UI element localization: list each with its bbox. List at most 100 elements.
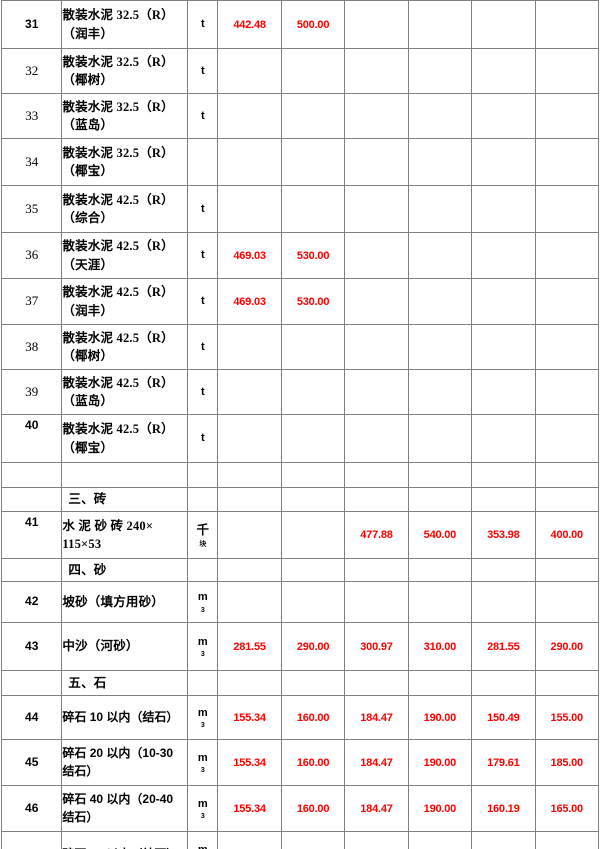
price-value-cell: 500.00 xyxy=(280,0,346,49)
price-value-cell xyxy=(534,487,600,512)
table-row: 四、砂 xyxy=(0,558,600,582)
unit-main: m xyxy=(197,797,208,810)
unit-main: m xyxy=(198,844,208,849)
price-value-cell xyxy=(280,511,346,559)
price-value-cell xyxy=(217,462,282,488)
row-index-cell: 31 xyxy=(0,0,63,49)
price-value-cell xyxy=(471,558,536,582)
price-value-cell: 185.00 xyxy=(534,739,600,786)
unit-cell: t xyxy=(187,0,219,49)
price-value-cell xyxy=(407,138,473,186)
price-value-cell xyxy=(280,324,346,370)
price-value-cell: 184.47 xyxy=(344,831,409,849)
price-value-cell: 160.00 xyxy=(280,785,346,832)
price-value-cell: 179.61 xyxy=(471,739,536,786)
price-value-cell xyxy=(217,581,282,623)
table-row: 39 散装水泥 42.5（R） （蓝岛） t xyxy=(0,369,600,415)
price-value-cell: 290.00 xyxy=(280,622,346,671)
price-value-cell xyxy=(344,414,409,463)
price-value-cell xyxy=(407,232,473,279)
price-value-cell xyxy=(344,232,409,279)
price-value-cell: 155.00 xyxy=(534,695,600,740)
price-value-cell xyxy=(217,670,282,696)
row-index-cell: 32 xyxy=(0,48,63,94)
row-index-cell: 40 xyxy=(0,414,63,463)
price-value-cell: 190.00 xyxy=(407,785,473,832)
price-value-cell xyxy=(344,48,409,94)
price-value-cell xyxy=(344,487,409,512)
unit-cell: t xyxy=(187,232,219,279)
price-value-cell: 530.00 xyxy=(280,232,346,279)
price-value-cell xyxy=(471,487,536,512)
price-value-cell xyxy=(407,185,473,233)
item-name-line-1: 碎石 20 以内（10-30 xyxy=(62,746,174,761)
item-name-cell: 碎石 40 以内（20-40 结石） xyxy=(61,785,189,832)
price-value-cell: 353.98 xyxy=(471,511,536,559)
unit-main: t xyxy=(200,109,205,122)
price-value-cell xyxy=(217,487,282,512)
item-name-cell: 碎石 80 以内（结石） xyxy=(61,831,189,849)
price-value-cell xyxy=(407,558,473,582)
unit-cell xyxy=(187,558,219,582)
price-value-cell: 469.03 xyxy=(217,278,282,325)
item-name-line-2: （椰树） xyxy=(62,73,114,87)
table-row: 46 碎石 40 以内（20-40 结石） m 3 155.34 160.00 184.47 1… xyxy=(0,785,600,832)
item-name-line-1: 散装水泥 32.5（R） xyxy=(62,99,174,114)
price-value-cell: 215.00 xyxy=(534,831,600,849)
item-name-line-1: 散装水泥 42.5（R） xyxy=(62,239,174,254)
item-name-cell: 碎石 20 以内（10-30 结石） xyxy=(61,739,189,786)
price-value-cell xyxy=(534,581,600,623)
price-value-cell xyxy=(534,278,600,325)
price-value-cell: 300.97 xyxy=(344,622,409,671)
price-value-cell xyxy=(407,462,473,488)
price-value-cell xyxy=(280,93,346,139)
price-value-cell xyxy=(344,0,409,49)
item-name-line-1: 散装水泥 42.5（R） xyxy=(62,375,174,390)
price-value-cell xyxy=(471,581,536,623)
row-index-cell xyxy=(0,670,63,696)
price-value-cell: 155.34 xyxy=(217,739,282,786)
table-row: 44 碎石 10 以内（结石） m 3 155.34 160.00 184.47 190.00… xyxy=(0,695,600,740)
table-row: 40 散装水泥 42.5（R） （椰宝） t xyxy=(0,414,600,463)
item-name-line-1: 水 泥 砂 砖 240× xyxy=(62,518,154,533)
item-name-line-1: 碎石 80 以内（结石） xyxy=(63,846,187,849)
price-value-cell: 160.19 xyxy=(471,785,536,832)
row-index-cell: 43 xyxy=(0,622,63,671)
item-name-cell: 散装水泥 42.5（R） （天涯） xyxy=(61,232,189,279)
price-value-cell xyxy=(407,670,473,696)
price-value-cell xyxy=(534,93,600,139)
section-header-cell: 四、砂 xyxy=(61,558,189,582)
row-index-cell: 38 xyxy=(0,324,63,370)
unit-main: m xyxy=(197,591,208,604)
price-value-cell xyxy=(471,93,536,139)
unit-exponent: 3 xyxy=(200,606,205,614)
unit-cell: 千块 xyxy=(187,511,219,559)
row-index-cell: 44 xyxy=(0,695,63,740)
price-value-cell xyxy=(407,369,473,415)
item-name-cell xyxy=(61,462,189,488)
unit-main: m xyxy=(197,635,208,648)
price-value-cell: 310.00 xyxy=(407,622,473,671)
price-value-cell xyxy=(471,185,536,233)
price-value-cell xyxy=(471,0,536,49)
price-value-cell xyxy=(344,670,409,696)
price-value-cell xyxy=(280,48,346,94)
unit-cell: t xyxy=(187,93,219,139)
table-row: 38 散装水泥 42.5（R） （椰树） t xyxy=(0,324,600,370)
price-value-cell xyxy=(471,278,536,325)
item-name-line-2: （润丰） xyxy=(62,26,114,41)
unit-main: t xyxy=(200,202,205,215)
item-name-cell: 散装水泥 42.5（R） （椰宝） xyxy=(61,414,189,463)
price-value-cell: 184.47 xyxy=(344,739,409,786)
row-index-cell: 41 xyxy=(0,511,63,559)
price-value-cell xyxy=(407,324,473,370)
price-value-cell xyxy=(471,324,536,370)
price-value-cell xyxy=(471,369,536,415)
item-name-line-1: 五、石 xyxy=(68,675,107,690)
price-value-cell xyxy=(217,138,282,186)
price-value-cell xyxy=(217,324,282,370)
price-value-cell xyxy=(280,414,346,463)
unit-main: m xyxy=(197,751,208,764)
price-value-cell xyxy=(534,232,600,279)
